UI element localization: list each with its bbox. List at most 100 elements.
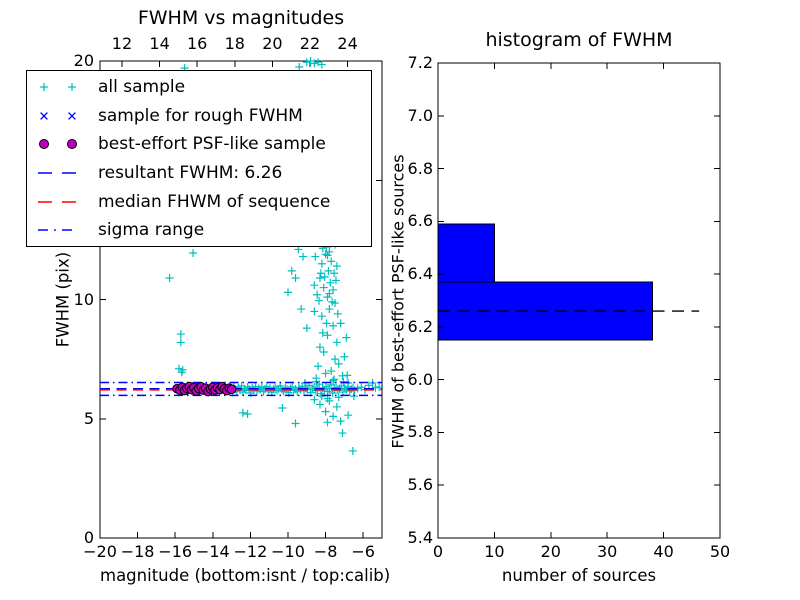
scatter-point [323, 293, 332, 302]
scatter-point [331, 299, 339, 308]
scatter-point [176, 338, 185, 347]
scatter-point [332, 402, 341, 411]
legend-item-label: best-effort PSF-like sample [98, 134, 326, 155]
legend-item: sigma range [27, 216, 371, 245]
scatter-point [348, 446, 357, 455]
legend-item: sample for rough FWHM [27, 102, 371, 131]
scatter-point [331, 355, 339, 364]
legend-item: resultant FWHM: 6.26 [27, 159, 371, 188]
scatter-point [327, 367, 336, 376]
scatter-point [334, 393, 343, 402]
scatter-point [297, 305, 306, 314]
scatter-point [325, 247, 334, 256]
dashed-legend-marker-icon [38, 172, 76, 174]
scatter-point [284, 288, 292, 297]
scatter-point [302, 324, 311, 333]
scatter-point [315, 400, 324, 409]
legend-item-label: all sample [98, 77, 186, 98]
scatter-point [329, 285, 338, 294]
scatter-point [317, 60, 326, 69]
scatter-point [323, 418, 332, 427]
scatter-point [243, 409, 252, 418]
scatter-point [310, 281, 319, 290]
scatter-point [189, 248, 198, 257]
scatter-point [295, 62, 304, 71]
scatter-point [320, 272, 329, 281]
scatter-point [319, 283, 328, 292]
scatter-point [329, 376, 338, 385]
scatter-point [327, 257, 336, 266]
series-circle [172, 381, 237, 397]
scatter-point [375, 383, 384, 392]
scatter-point [291, 419, 300, 428]
scatter-point [330, 375, 339, 384]
plus-legend-marker-icon [40, 83, 76, 92]
legend-item-label: resultant FWHM: 6.26 [98, 163, 283, 184]
scatter-point [178, 365, 187, 374]
scatter-point [340, 384, 349, 393]
dashed-legend-marker-icon [38, 200, 76, 203]
scatter-point [327, 380, 336, 389]
legend: all sample sample for rough FWHM best-effo… [26, 70, 372, 247]
scatter-point [329, 321, 338, 330]
scatter-point [329, 412, 338, 421]
scatter-point [333, 309, 342, 318]
scatter-point [344, 411, 353, 420]
scatter-point [311, 252, 320, 261]
scatter-point [176, 330, 185, 339]
scatter-point [165, 274, 174, 283]
scatter-point [278, 404, 287, 413]
scatter-point [330, 269, 339, 278]
scatter-point [319, 347, 328, 356]
scatter-point [332, 262, 341, 271]
scatter-point [310, 307, 319, 316]
scatter-point [318, 328, 327, 337]
scatter-point [317, 259, 326, 268]
scatter-point [325, 305, 334, 314]
histogram-bar [437, 223, 495, 283]
scatter-point [323, 251, 332, 260]
scatter-point [315, 343, 324, 352]
scatter-point [338, 429, 347, 438]
legend-item: median FHWM of sequence [27, 187, 371, 216]
legend-item: best-effort PSF-like sample [27, 130, 371, 159]
scatter-point [315, 274, 324, 283]
scatter-point [321, 369, 330, 378]
scatter-point [238, 408, 247, 417]
scatter-point [340, 352, 349, 361]
scatter-point [336, 417, 345, 426]
scatter-point [332, 338, 341, 347]
scatter-point [299, 252, 308, 261]
scatter-point [316, 269, 325, 278]
scatter-point [324, 266, 333, 275]
scatter-point [321, 407, 330, 416]
legend-item-label: sample for rough FWHM [98, 105, 303, 126]
scatter-point [338, 371, 347, 380]
circle-legend-marker-icon [39, 139, 77, 150]
scatter-point [291, 274, 300, 283]
scatter-point [325, 289, 334, 298]
scatter-point [371, 383, 380, 392]
scatter-point [321, 382, 330, 391]
scatter-point [331, 276, 340, 285]
scatter-point [315, 296, 324, 305]
legend-item-label: median FHWM of sequence [98, 191, 331, 212]
scatter-point [302, 58, 311, 67]
scatter-point [312, 374, 321, 383]
scatter-point [226, 384, 237, 394]
scatter-point [314, 362, 323, 371]
legend-item-label: sigma range [98, 220, 205, 241]
scatter-point [322, 319, 331, 328]
scatter-point [313, 290, 322, 299]
scatter-point [310, 395, 319, 404]
scatter-point [334, 359, 343, 368]
scatter-point [287, 266, 296, 275]
scatter-point [271, 383, 280, 392]
scatter-point [342, 333, 351, 342]
scatter-point [310, 59, 319, 68]
scatter-point [326, 278, 335, 287]
scatter-point [323, 331, 332, 340]
series-plus [165, 57, 384, 455]
scatter-point [317, 312, 326, 321]
